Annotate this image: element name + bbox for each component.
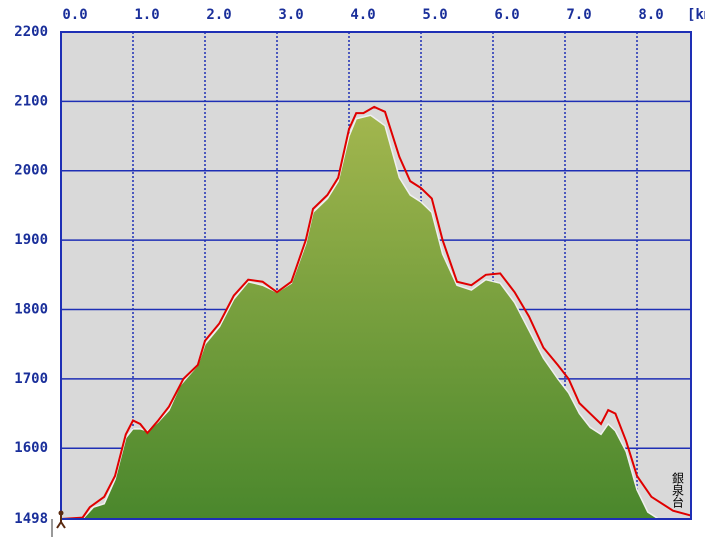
terrain-area [80,114,662,520]
route-line [60,105,692,520]
y-tick-label: 2200 [14,24,48,40]
y-tick-label: 1600 [14,440,48,456]
x-tick-label: 2.0 [206,7,231,23]
y-tick-label: 1498 [14,511,48,527]
y-tick-label: 1800 [14,301,48,317]
x-tick-label: 6.0 [494,7,519,23]
marks [60,105,692,520]
x-tick-label: 4.0 [350,7,375,23]
x-tick-label: 1.0 [134,7,159,23]
y-tick-label: 2000 [14,163,48,179]
x-tick-label: 5.0 [422,7,447,23]
x-tick-label: 0.0 [62,7,87,23]
plot-frame [60,31,692,520]
x-tick-label: 8.0 [638,7,663,23]
x-tick-label: 3.0 [278,7,303,23]
annotation: 銀泉台 [671,472,685,508]
y-tick-label: 2100 [14,93,48,109]
x-tick-label: 7.0 [566,7,591,23]
y-tick-label: 1900 [14,232,48,248]
x-unit-label: [km] [687,7,705,23]
y-tick-label: 1700 [14,371,48,387]
hiker-icon [56,510,66,529]
